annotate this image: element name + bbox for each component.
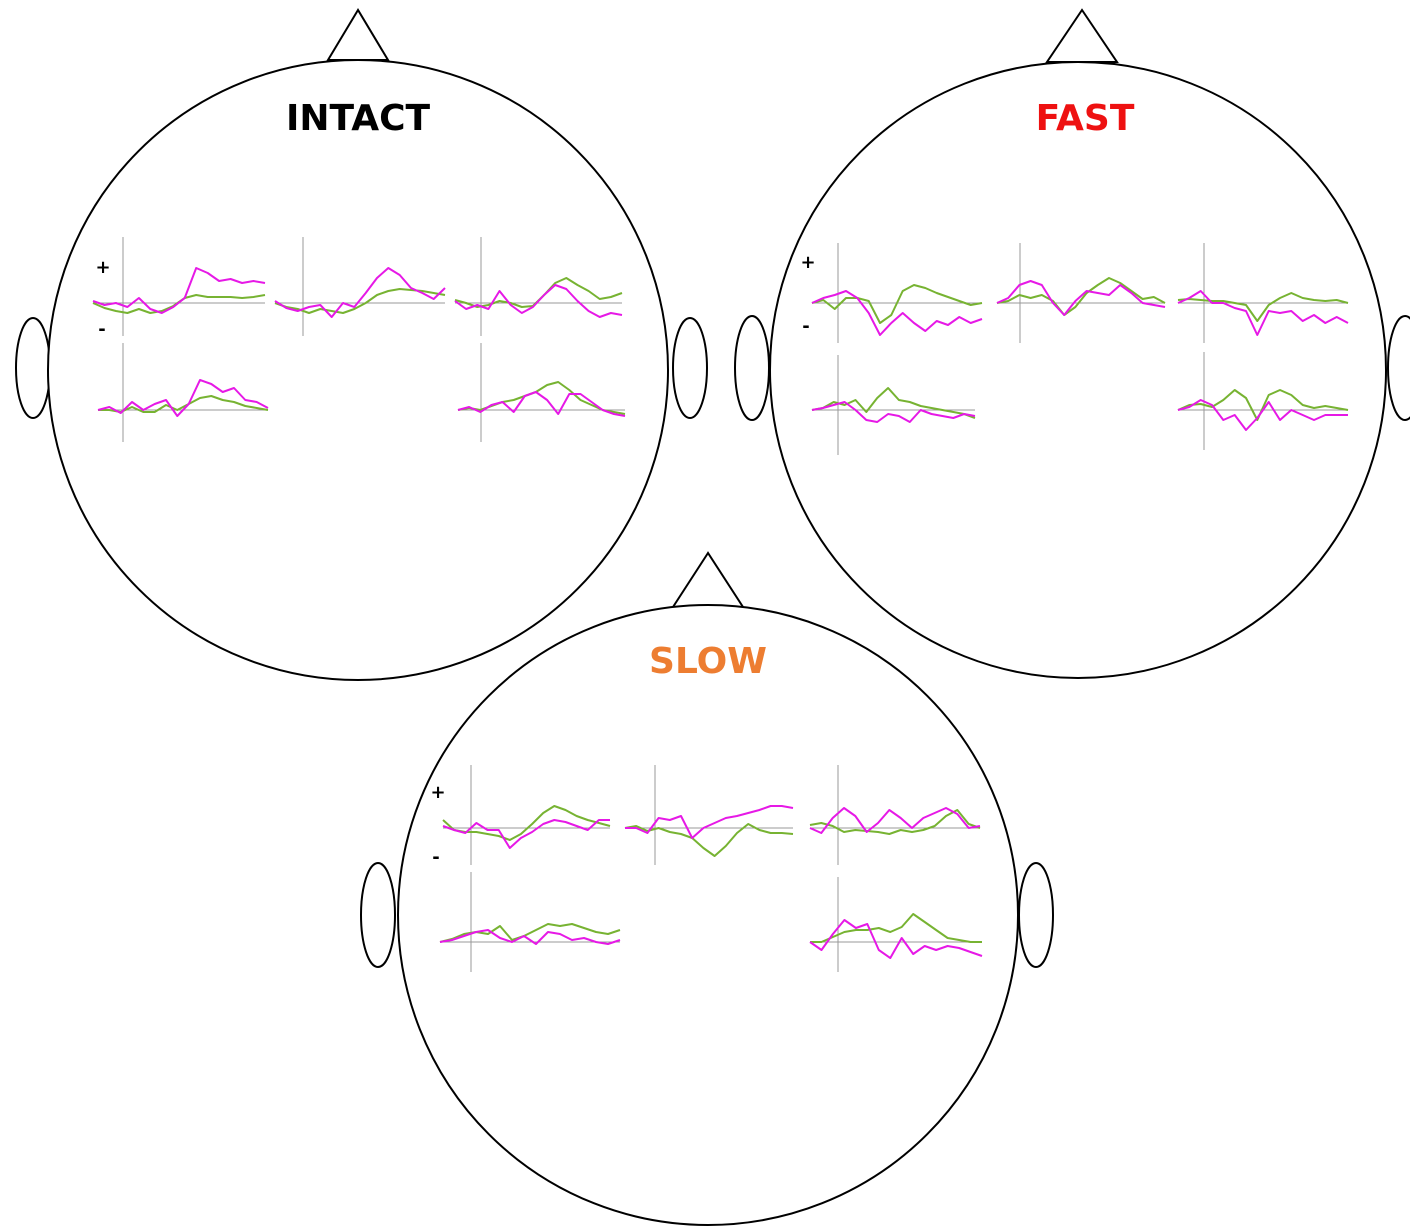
minus-sign: - bbox=[98, 319, 105, 340]
green-trace bbox=[1177, 292, 1349, 322]
green-trace bbox=[624, 823, 794, 857]
nose bbox=[671, 551, 745, 608]
head-title: INTACT bbox=[286, 98, 431, 139]
magenta-trace bbox=[442, 819, 610, 849]
magenta-trace bbox=[996, 280, 1166, 316]
magenta-trace bbox=[97, 379, 269, 417]
head bbox=[397, 604, 1019, 1226]
head-title: SLOW bbox=[649, 641, 767, 682]
magenta-trace bbox=[809, 919, 983, 959]
ear bbox=[672, 317, 708, 419]
plus-sign: + bbox=[800, 252, 815, 273]
minus-sign: - bbox=[432, 847, 439, 868]
magenta-trace bbox=[1177, 399, 1348, 431]
green-trace bbox=[442, 805, 611, 841]
green-trace bbox=[1177, 389, 1349, 421]
green-trace bbox=[809, 809, 981, 835]
magenta-trace bbox=[92, 267, 266, 314]
minus-sign: - bbox=[802, 316, 809, 337]
magenta-trace bbox=[439, 929, 621, 945]
green-trace bbox=[996, 277, 1166, 316]
magenta-trace bbox=[625, 805, 794, 839]
green-trace bbox=[810, 913, 982, 943]
ear bbox=[1387, 315, 1410, 421]
magenta-trace bbox=[1177, 290, 1349, 336]
ear bbox=[1018, 862, 1054, 968]
green-trace bbox=[811, 284, 983, 324]
magenta-trace bbox=[809, 807, 981, 834]
magenta-trace bbox=[811, 401, 976, 423]
head bbox=[47, 59, 669, 681]
head bbox=[769, 61, 1387, 679]
magenta-trace bbox=[457, 391, 626, 417]
magenta-trace bbox=[811, 290, 983, 336]
plus-sign: + bbox=[95, 257, 110, 278]
magenta-trace bbox=[454, 284, 623, 318]
green-trace bbox=[98, 395, 269, 413]
nose bbox=[326, 8, 390, 61]
ear bbox=[15, 317, 51, 419]
nose bbox=[1045, 8, 1119, 63]
head-title: FAST bbox=[1036, 98, 1135, 139]
magenta-trace bbox=[274, 267, 446, 318]
ear bbox=[734, 315, 770, 421]
plus-sign: + bbox=[430, 782, 445, 803]
ear bbox=[360, 862, 396, 968]
